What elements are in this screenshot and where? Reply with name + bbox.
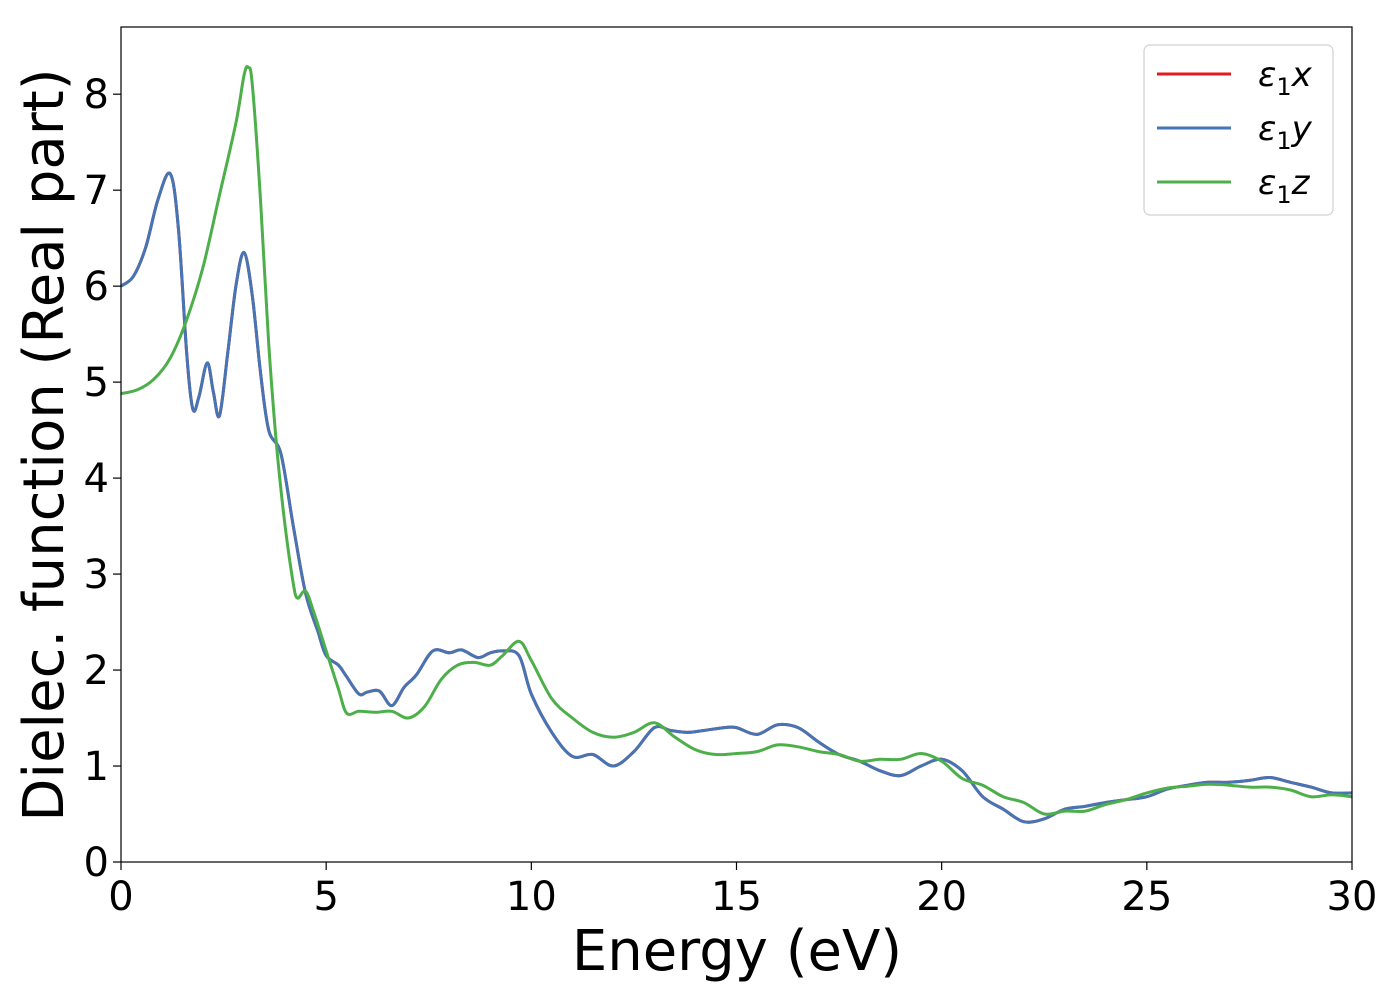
legend-label: ε1y (1258, 109, 1313, 155)
x-tick-label: 10 (506, 874, 557, 920)
y-axis-ticks: 0 1 2 3 4 5 6 7 8 (84, 72, 121, 886)
y-tick-label: 8 (84, 72, 109, 118)
y-tick-label: 5 (84, 360, 109, 406)
x-tick-label: 15 (711, 874, 762, 920)
y-tick-label: 3 (84, 552, 109, 598)
legend-box (1143, 44, 1334, 216)
y-tick-label: 1 (84, 744, 109, 790)
series-line-e1z (121, 65, 1352, 816)
y-axis-label: Dielec. function (Real part) (12, 68, 77, 821)
x-tick-label: 25 (1121, 874, 1172, 920)
x-axis-ticks: 0 5 10 15 20 25 30 (108, 862, 1377, 920)
y-tick-label: 2 (84, 648, 109, 694)
plot-area (120, 26, 1353, 863)
x-tick-label: 20 (916, 874, 967, 920)
series-line-e1y (121, 171, 1352, 824)
legend-label: ε1x (1258, 55, 1313, 101)
y-tick-label: 0 (84, 840, 109, 886)
x-axis-label: Energy (eV) (572, 919, 902, 984)
y-tick-label: 6 (84, 264, 109, 310)
y-tick-label: 7 (84, 168, 109, 214)
y-tick-label: 4 (84, 456, 109, 502)
x-tick-label: 30 (1327, 874, 1378, 920)
legend: ε1x ε1y ε1z (1143, 44, 1334, 216)
x-tick-label: 5 (313, 874, 338, 920)
x-tick-label: 0 (108, 874, 133, 920)
legend-label: ε1z (1258, 163, 1311, 209)
